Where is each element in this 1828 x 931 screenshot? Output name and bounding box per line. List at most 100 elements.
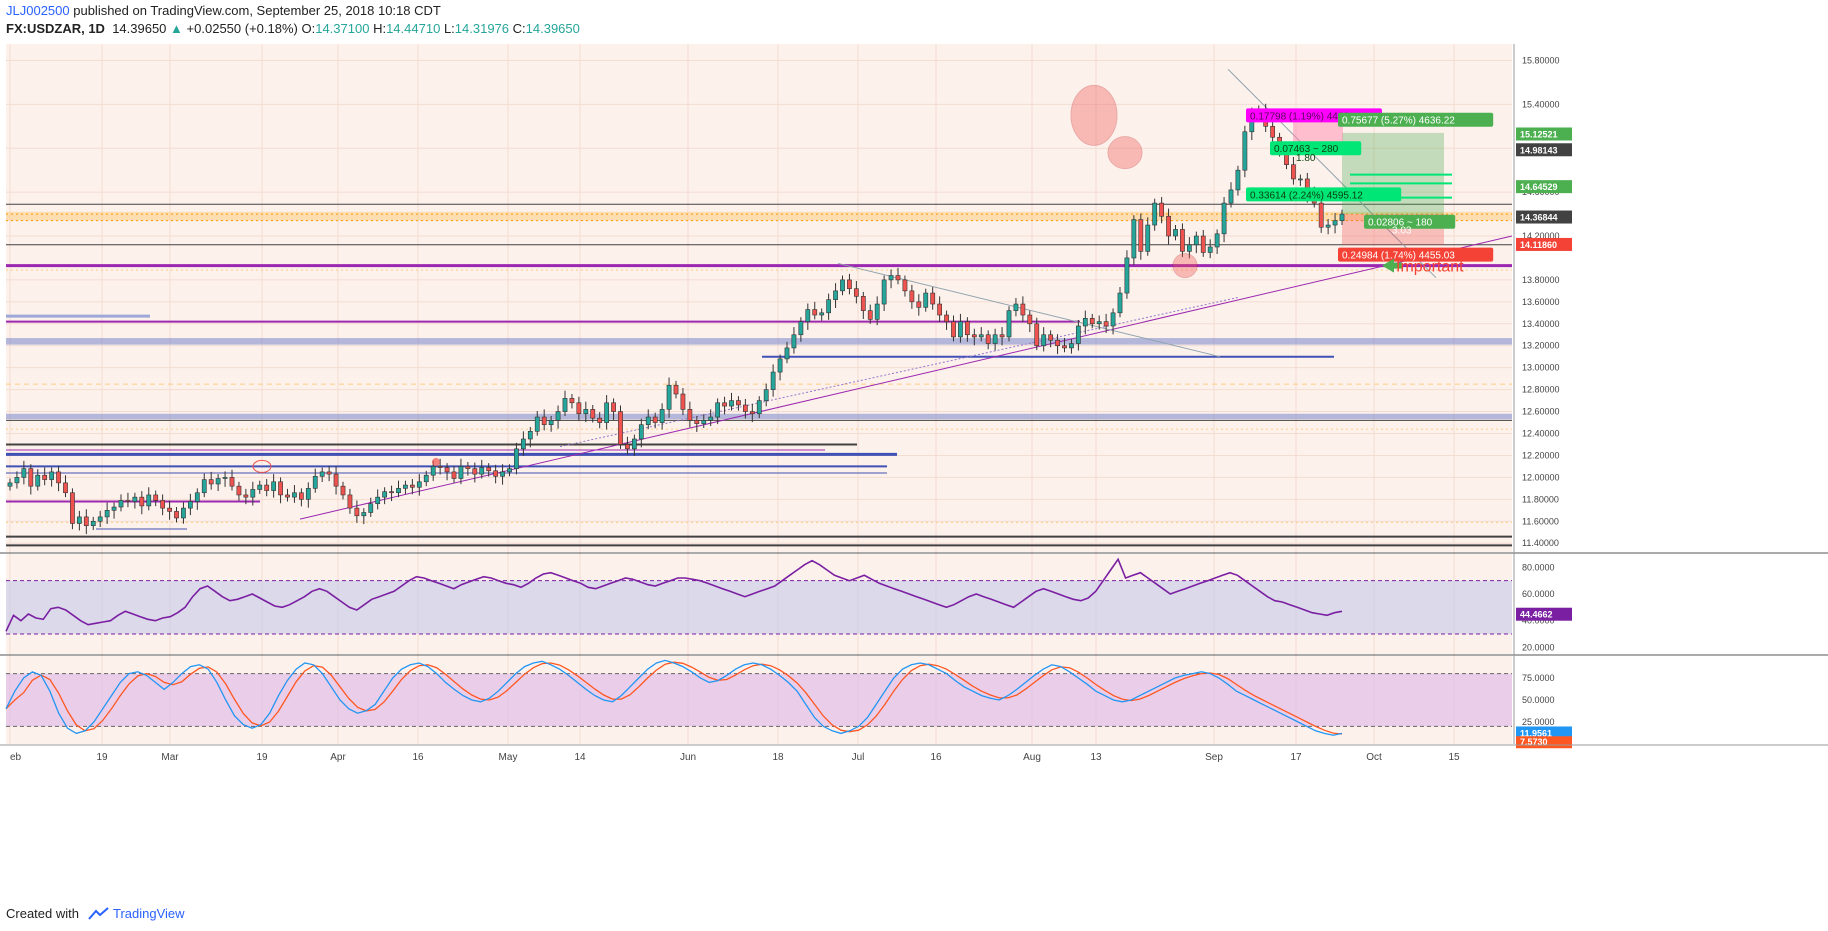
candle-body: [354, 507, 360, 517]
rsi-tick-label: 20.0000: [1522, 642, 1555, 652]
candle-body: [514, 448, 519, 469]
price-axis-label: 14.98143: [1520, 145, 1558, 155]
candle-body: [618, 411, 623, 445]
candle: [784, 341, 790, 364]
stoch-d-last-label: 7.5730: [1520, 737, 1548, 747]
candle: [548, 415, 554, 432]
candle-body: [1075, 325, 1081, 344]
candle: [923, 288, 929, 312]
candle: [840, 275, 845, 296]
triangle-up-icon: ▲: [170, 21, 183, 36]
candle: [701, 414, 707, 429]
candle-body: [840, 279, 845, 292]
candle-body: [56, 471, 61, 484]
annotation-label: 1.80: [1296, 153, 1316, 164]
time-axis-label: Oct: [1366, 752, 1382, 763]
candle: [403, 480, 408, 495]
symbol-label[interactable]: FX:USDZAR, 1D: [6, 21, 105, 36]
candle-body: [1041, 334, 1047, 347]
candle: [146, 487, 152, 511]
candle: [437, 458, 443, 475]
candle: [222, 471, 228, 487]
candle-body: [916, 301, 922, 308]
candle-body: [1034, 323, 1040, 347]
candle: [520, 431, 526, 456]
candle-body: [146, 494, 152, 507]
candle: [340, 481, 346, 500]
candle-body: [625, 444, 630, 450]
candle: [1124, 250, 1130, 299]
candle: [1332, 212, 1338, 234]
candle-body: [1020, 303, 1026, 316]
candle: [1138, 213, 1144, 260]
candle-body: [694, 420, 700, 424]
time-axis-label: eb: [10, 752, 22, 763]
candle: [853, 280, 859, 304]
candle-body: [361, 512, 367, 517]
time-axis-label: 15: [1448, 752, 1460, 763]
price-tick-label: 15.80000: [1522, 55, 1560, 65]
candle: [319, 467, 325, 482]
author-link[interactable]: JLJ002500: [6, 3, 70, 18]
tradingview-brand-link[interactable]: TradingView: [113, 906, 185, 921]
candle: [791, 327, 797, 354]
candle: [944, 310, 949, 330]
rsi-tick-label: 60.0000: [1522, 589, 1555, 599]
candle: [409, 479, 415, 495]
annotation-label-bg: [1246, 187, 1402, 202]
candle-body: [1318, 202, 1324, 228]
candle-body: [271, 481, 277, 491]
candle: [867, 304, 873, 324]
candle-body: [1089, 317, 1095, 325]
candle-body: [389, 491, 394, 494]
candle-body: [964, 321, 970, 336]
candle: [715, 398, 721, 425]
candle-body: [236, 485, 242, 496]
candle-body: [1145, 224, 1151, 252]
candle-body: [590, 409, 596, 419]
highlight-ellipse: [252, 459, 272, 473]
candle: [597, 412, 603, 429]
chart-area[interactable]: 15.8000015.4000015.0000014.6000014.20000…: [0, 44, 1828, 900]
candle: [971, 328, 977, 346]
candle-body: [784, 347, 790, 360]
candle-body: [715, 402, 721, 418]
candle-body: [736, 400, 741, 406]
candle: [76, 510, 82, 531]
candle: [104, 502, 110, 524]
candle-body: [944, 314, 949, 322]
candle-body: [153, 494, 159, 501]
price-axis-label-bg: [1516, 143, 1572, 157]
candle: [423, 470, 429, 487]
candle: [618, 405, 623, 449]
price-tick-label: 15.40000: [1522, 99, 1560, 109]
candle-body: [1200, 235, 1206, 253]
candle-body: [1048, 334, 1054, 341]
candle-body: [1124, 257, 1130, 294]
price-axis-label-bg: [1516, 180, 1572, 194]
candle-body: [645, 416, 651, 426]
candle: [90, 516, 96, 531]
candle-body: [701, 420, 707, 424]
time-axis-label: 17: [1290, 752, 1302, 763]
candle: [278, 477, 283, 504]
candle-body: [312, 475, 318, 489]
chart-svg[interactable]: 15.8000015.4000015.0000014.6000014.20000…: [0, 44, 1828, 900]
candle: [860, 291, 866, 319]
candle-body: [722, 402, 727, 407]
candle: [777, 354, 783, 381]
candle: [514, 442, 519, 475]
annotation-label: 0.75677 (5.27%) 4636.22: [1342, 116, 1455, 127]
candle: [1186, 237, 1192, 259]
candle-body: [76, 516, 82, 524]
candle: [576, 396, 582, 421]
candle: [604, 395, 610, 430]
candle-body: [1221, 202, 1227, 235]
candle-body: [472, 468, 478, 475]
candle: [611, 398, 616, 420]
candle-body: [1325, 224, 1331, 228]
stoch-k-line: [5, 659, 1343, 736]
candle: [555, 405, 561, 429]
candle: [264, 479, 270, 497]
candle: [458, 458, 464, 485]
